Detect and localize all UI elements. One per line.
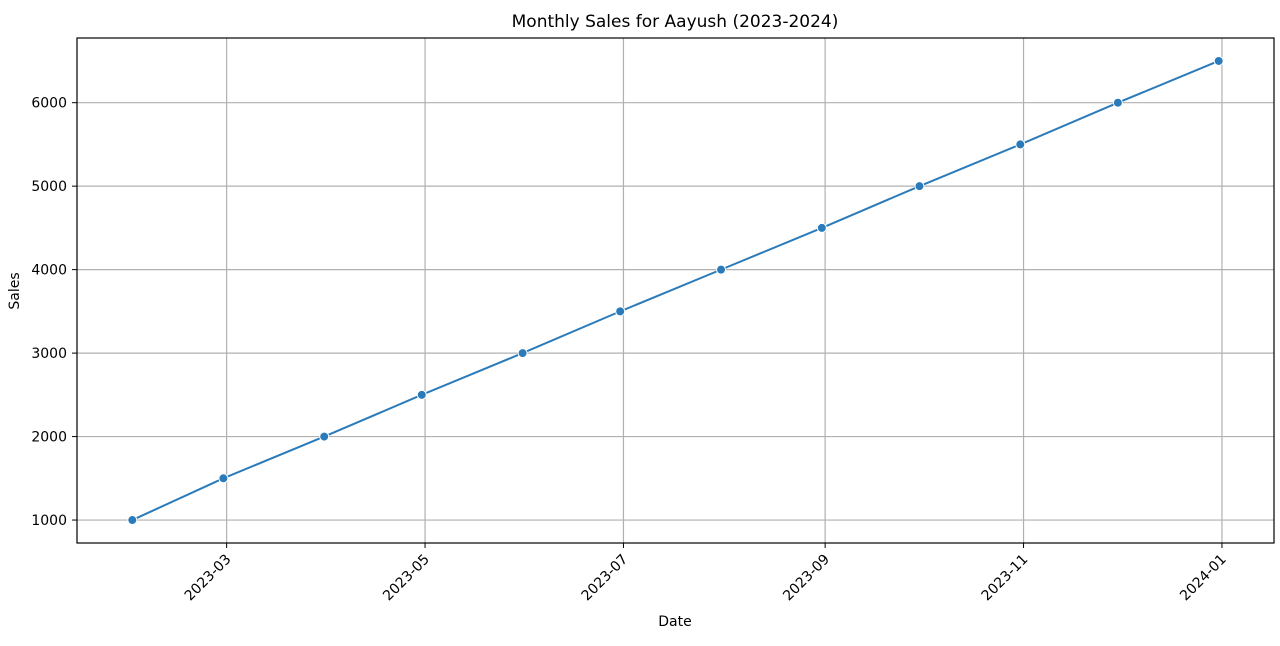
y-tick-label: 5000: [31, 179, 67, 195]
x-tick-label: 2023-05: [380, 552, 433, 605]
data-point: [127, 515, 138, 526]
x-tick-label: 2023-07: [579, 552, 632, 605]
chart-title: Monthly Sales for Aayush (2023-2024): [512, 12, 839, 32]
series-line: [131, 60, 1220, 521]
data-point: [1213, 55, 1224, 66]
series-layer: [127, 55, 1224, 526]
y-axis-label: Sales: [7, 272, 23, 309]
data-point: [615, 306, 626, 317]
x-tick-label: 2023-03: [182, 552, 235, 605]
plot-frame: [76, 37, 1275, 544]
y-tick-label: 3000: [31, 346, 67, 362]
data-point: [416, 389, 427, 400]
data-point: [218, 473, 229, 484]
data-point: [517, 348, 528, 359]
y-tick-label: 1000: [31, 513, 67, 529]
x-tick-label: 2024-01: [1177, 552, 1230, 605]
x-axis-label: Date: [658, 614, 691, 630]
data-point: [1112, 97, 1123, 108]
x-tick-label: 2023-09: [780, 552, 833, 605]
data-point: [319, 431, 330, 442]
grid: [77, 38, 1274, 543]
x-tick-label: 2023-11: [979, 552, 1032, 605]
y-tick-label: 2000: [31, 430, 67, 446]
y-axis: 1000 2000 3000 4000 5000 6000: [31, 96, 77, 529]
data-point: [914, 181, 925, 192]
data-point: [716, 264, 727, 275]
y-tick-label: 4000: [31, 263, 67, 279]
data-point: [1015, 139, 1026, 150]
x-axis: 2023-03 2023-05 2023-07 2023-09 2023-11 2024-…: [182, 543, 1230, 604]
data-point: [816, 222, 827, 233]
y-tick-label: 6000: [31, 96, 67, 112]
